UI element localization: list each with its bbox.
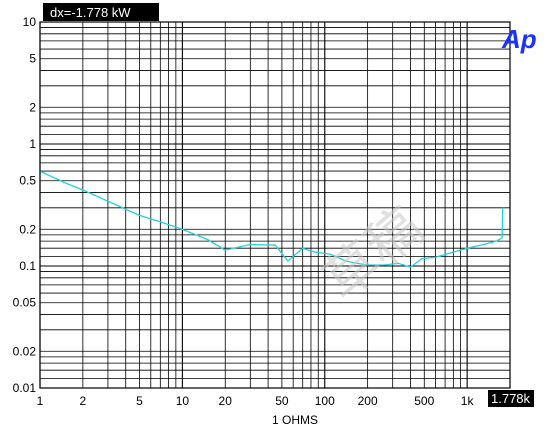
readout-box (43, 3, 159, 21)
y-tick-label: 0.05 (13, 296, 37, 310)
grid-lines (39, 22, 511, 389)
series-layer (39, 170, 504, 268)
x-tick-label: 2 (80, 394, 87, 408)
y-tick-label: 0.02 (13, 344, 37, 358)
x-tick-label: 500 (414, 394, 434, 408)
y-tick-label: 10 (23, 15, 37, 29)
cursor-value-box (488, 390, 534, 407)
x-tick-label: 200 (358, 394, 378, 408)
y-tick-label: 0.5 (19, 174, 36, 188)
y-tick-label: 2 (29, 100, 36, 114)
x-tick-label: 10 (176, 394, 190, 408)
x-tick-label: 50 (275, 394, 289, 408)
x-tick-label: 20 (219, 394, 233, 408)
tick-labels: 1251020501002005001k2k105210.50.20.10.05… (13, 15, 518, 408)
y-tick-label: 0.1 (19, 259, 36, 273)
x-tick-label: 100 (315, 394, 335, 408)
y-tick-label: 5 (29, 52, 36, 66)
x-tick-label: 5 (136, 394, 143, 408)
cursor-value-text: 1.778k (491, 391, 531, 406)
x-axis-title: 1 OHMS (272, 413, 318, 427)
ap-logo-icon: Ap (501, 24, 537, 54)
y-tick-label: 0.2 (19, 222, 36, 236)
plot-frame (39, 21, 511, 389)
series-line (39, 170, 504, 268)
x-tick-label: 1k (461, 394, 475, 408)
watermark: 草稿 (311, 195, 434, 313)
y-tick-label: 1 (29, 137, 36, 151)
readout-text: dx=-1.778 kW (50, 5, 131, 20)
y-tick-label: 0.01 (13, 381, 37, 395)
x-tick-label: 1 (37, 394, 44, 408)
watermark-text: 草稿 (311, 195, 434, 313)
